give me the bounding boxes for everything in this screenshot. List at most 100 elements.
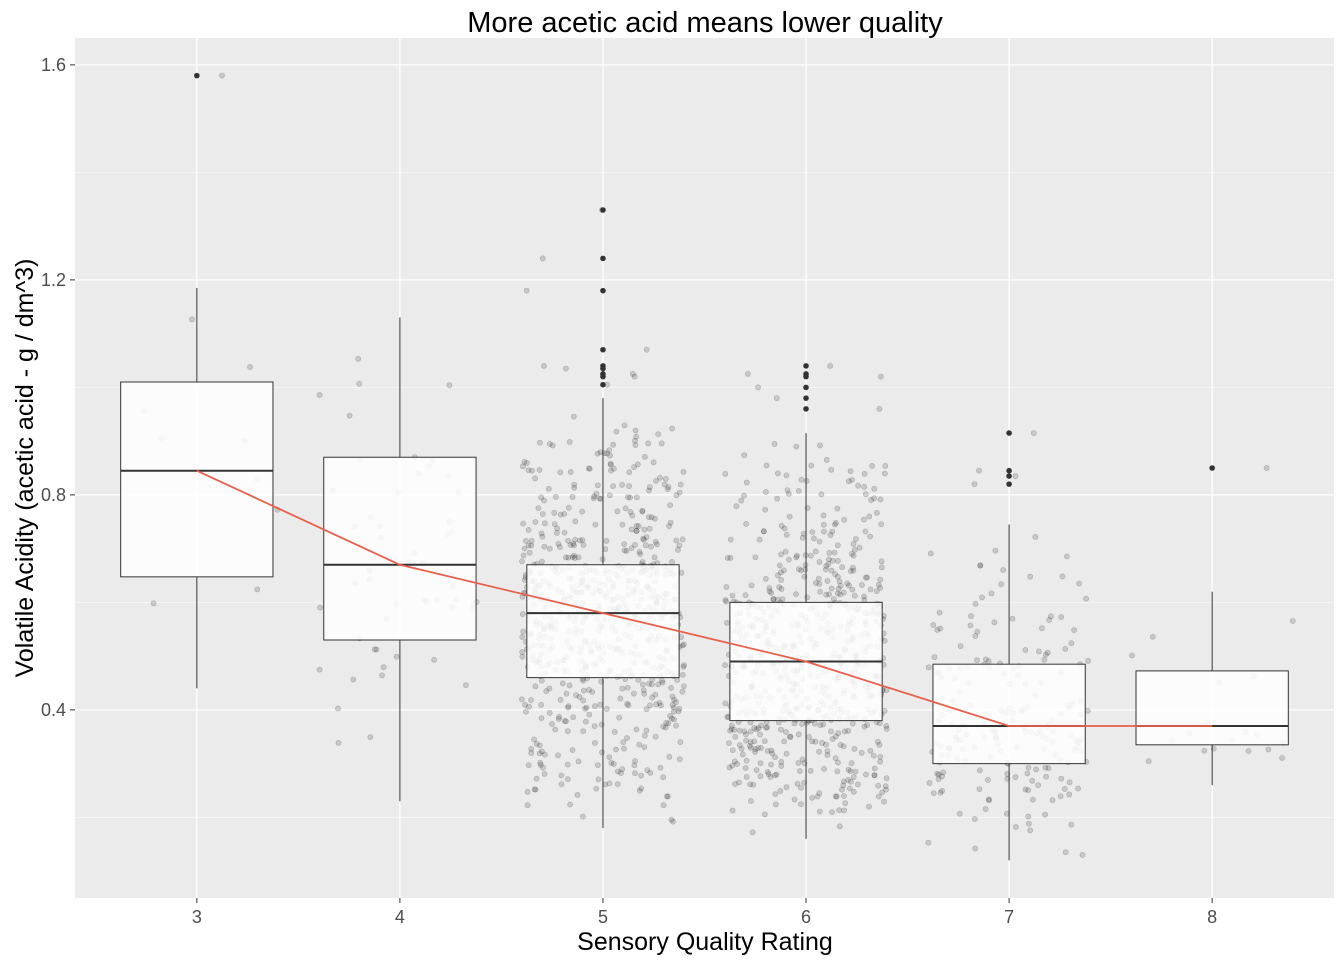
jitter-point <box>845 478 852 485</box>
jitter-point <box>526 549 533 556</box>
jitter-point <box>1043 651 1049 658</box>
jitter-point <box>660 774 667 781</box>
jitter-point <box>785 490 792 497</box>
jitter-point <box>925 664 932 671</box>
jitter-point <box>876 742 883 748</box>
jitter-point <box>561 529 568 536</box>
jitter-point <box>619 685 626 692</box>
jitter-point <box>1079 852 1086 858</box>
jitter-point <box>582 718 589 725</box>
jitter-point <box>640 536 647 543</box>
jitter-point <box>1012 473 1019 479</box>
jitter-point <box>724 555 731 561</box>
jitter-point <box>743 757 750 764</box>
jitter-point <box>623 548 630 554</box>
jitter-point <box>982 806 989 812</box>
outlier-point <box>600 346 606 353</box>
jitter-point <box>846 785 853 792</box>
jitter-point <box>606 780 613 787</box>
jitter-point <box>591 493 598 500</box>
jitter-point <box>817 442 823 449</box>
jitter-point <box>667 502 673 509</box>
jitter-point <box>823 563 830 569</box>
jitter-point <box>847 568 854 574</box>
jitter-point <box>835 557 841 564</box>
jitter-point <box>971 816 978 822</box>
jitter-point <box>648 543 654 550</box>
jitter-point <box>742 765 749 771</box>
jitter-point <box>816 538 823 545</box>
jitter-point <box>743 731 749 738</box>
jitter-point <box>677 481 684 488</box>
jitter-point <box>673 699 679 705</box>
jitter-point <box>797 768 803 774</box>
jitter-point <box>1033 766 1039 773</box>
jitter-point <box>736 727 743 734</box>
jitter-point <box>633 433 640 440</box>
jitter-point <box>727 536 734 543</box>
jitter-point <box>539 533 546 540</box>
jitter-point <box>564 776 571 783</box>
jitter-point <box>816 790 823 797</box>
jitter-point <box>1042 764 1049 771</box>
jitter-point <box>861 593 867 600</box>
jitter-point <box>655 681 662 688</box>
jitter-point <box>833 793 840 800</box>
jitter-point <box>793 591 799 598</box>
jitter-point <box>764 769 771 775</box>
jitter-point <box>647 769 654 776</box>
jitter-point <box>743 774 750 780</box>
jitter-point <box>608 760 615 766</box>
jitter-point <box>659 677 665 684</box>
jitter-point <box>1030 430 1037 436</box>
jitter-point <box>755 384 761 391</box>
jitter-point <box>566 438 573 445</box>
jitter-point <box>936 609 943 616</box>
jitter-point <box>763 724 769 731</box>
jitter-point <box>632 442 639 448</box>
jitter-point <box>833 520 839 526</box>
jitter-point <box>431 656 437 663</box>
jitter-point <box>594 762 601 768</box>
jitter-point <box>563 365 569 372</box>
jitter-point <box>580 542 587 548</box>
jitter-point <box>862 491 869 498</box>
jitter-point <box>608 467 614 474</box>
jitter-point <box>627 494 633 501</box>
jitter-point <box>832 521 838 528</box>
jitter-point <box>676 489 683 496</box>
jitter-point <box>219 72 225 79</box>
box-8 <box>1135 465 1289 786</box>
jitter-point <box>662 475 669 482</box>
jitter-point <box>521 545 528 552</box>
y-tick-label: 1.6 <box>41 55 66 75</box>
jitter-point <box>643 706 650 712</box>
jitter-point <box>525 467 532 473</box>
jitter-point <box>862 528 869 535</box>
jitter-point <box>590 495 597 502</box>
jitter-point <box>727 727 733 734</box>
jitter-point <box>877 576 884 583</box>
jitter-point <box>795 487 802 494</box>
jitter-point <box>774 495 780 502</box>
jitter-point <box>767 774 774 780</box>
box-iqr <box>1135 670 1289 746</box>
jitter-point <box>641 690 648 697</box>
jitter-point <box>653 701 660 708</box>
jitter-point <box>522 701 528 708</box>
jitter-point <box>974 628 981 635</box>
jitter-point <box>881 637 888 644</box>
jitter-point <box>1076 580 1082 587</box>
jitter-point <box>638 785 645 792</box>
jitter-point <box>762 576 769 582</box>
jitter-point <box>794 552 800 559</box>
jitter-point <box>858 749 865 756</box>
jitter-point <box>675 547 681 553</box>
jitter-point <box>546 709 553 716</box>
jitter-point <box>650 459 657 466</box>
jitter-point <box>561 511 568 517</box>
jitter-point <box>604 450 610 457</box>
jitter-point <box>723 584 730 590</box>
jitter-point <box>769 750 776 757</box>
jitter-point <box>618 770 624 776</box>
